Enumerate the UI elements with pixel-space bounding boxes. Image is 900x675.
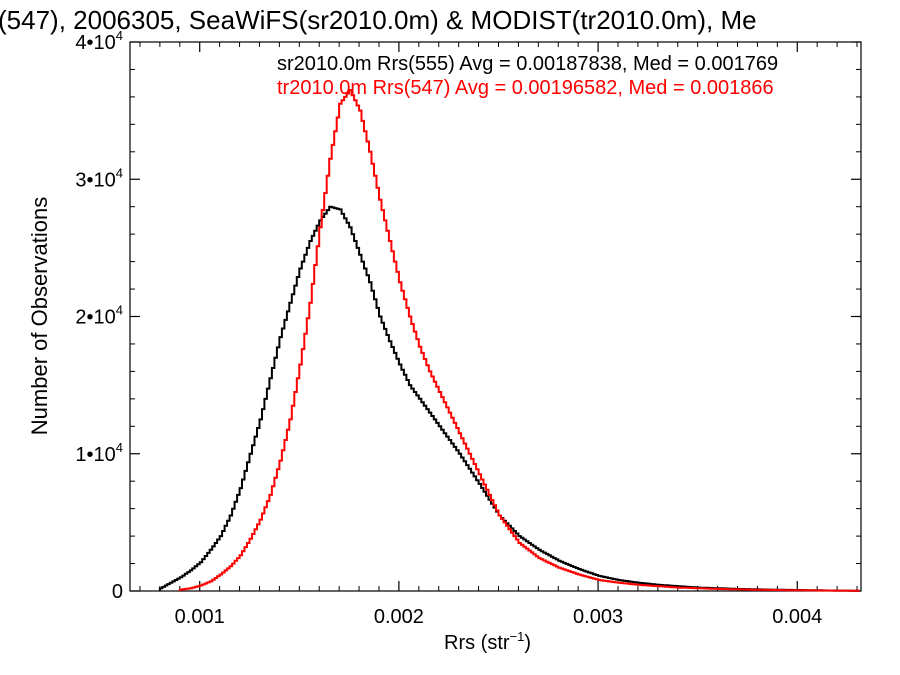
histogram-series-2 bbox=[178, 89, 860, 592]
legend-entry-1: sr2010.0m Rrs(555) Avg = 0.00187838, Med… bbox=[277, 53, 778, 75]
y-axis: 0 1•104 2•104 3•104 4•104 bbox=[75, 28, 861, 603]
legend-entry-2: tr2010.0m Rrs(547) Avg = 0.00196582, Med… bbox=[277, 77, 774, 99]
y-tick-label: 4•104 bbox=[75, 28, 123, 54]
y-axis-label: Number of Observations bbox=[27, 197, 52, 435]
series-layer bbox=[158, 89, 860, 592]
histogram-series-1 bbox=[158, 205, 860, 592]
y-tick-label: 2•104 bbox=[75, 303, 123, 329]
x-axis-label-main: Rrs (str bbox=[444, 632, 510, 654]
x-axis-label: Rrs (str−1) bbox=[444, 629, 531, 654]
x-axis-label-sup: −1 bbox=[510, 629, 525, 644]
x-axis: 0.001 0.002 0.003 0.004 bbox=[139, 42, 858, 628]
y-tick-label: 0 bbox=[112, 581, 123, 603]
x-tick-label: 0.002 bbox=[374, 606, 424, 628]
x-tick-label: 0.001 bbox=[175, 606, 225, 628]
x-tick-label: 0.004 bbox=[772, 606, 822, 628]
y-tick-label: 1•104 bbox=[75, 440, 123, 466]
chart-title: (547), 2006305, SeaWiFS(sr2010.0m) & MOD… bbox=[0, 5, 757, 35]
x-tick-label: 0.003 bbox=[573, 606, 623, 628]
x-axis-label-tail: ) bbox=[524, 632, 531, 654]
y-tick-label: 3•104 bbox=[75, 165, 123, 191]
legend: sr2010.0m Rrs(555) Avg = 0.00187838, Med… bbox=[277, 53, 778, 99]
